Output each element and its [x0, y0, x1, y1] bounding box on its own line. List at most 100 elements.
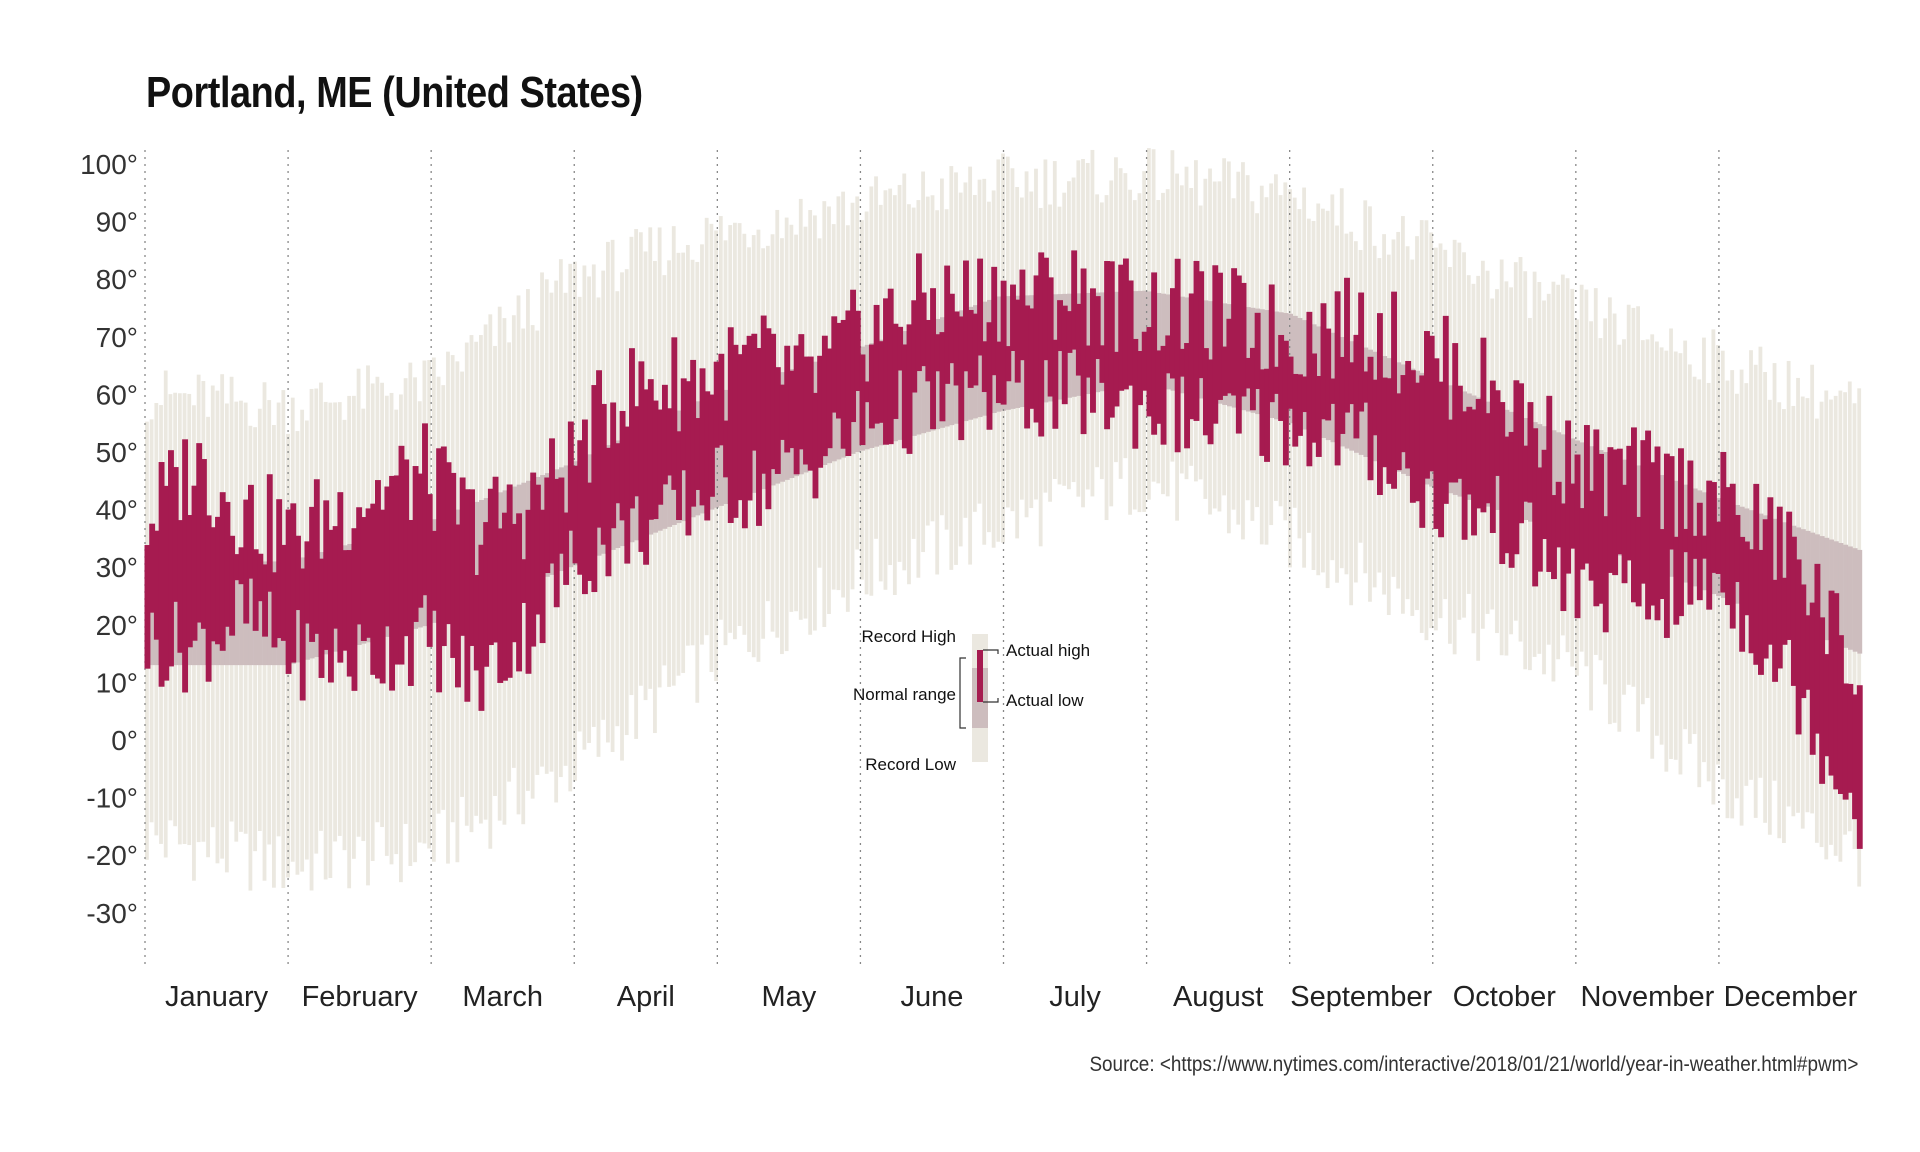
actual-temperature-bar	[671, 337, 678, 490]
normal-range-bar	[1805, 530, 1811, 633]
actual-temperature-bar	[1052, 339, 1059, 429]
actual-temperature-bar	[1734, 514, 1741, 583]
actual-temperature-bar	[605, 447, 612, 577]
actual-temperature-bar	[271, 572, 278, 648]
actual-temperature-bar	[1527, 402, 1534, 503]
month-label: August	[1173, 981, 1263, 1013]
actual-temperature-bar	[257, 553, 264, 602]
legend-record-low-label: Record Low	[865, 755, 956, 774]
actual-temperature-bar	[1061, 305, 1068, 405]
actual-temperature-bar	[1376, 313, 1383, 495]
actual-temperature-bar	[1649, 462, 1656, 606]
actual-temperature-bar	[911, 300, 918, 393]
actual-temperature-bar	[530, 472, 537, 647]
actual-temperature-bar	[1301, 376, 1308, 413]
actual-temperature-bar	[652, 400, 659, 520]
actual-temperature-bar	[252, 549, 259, 631]
actual-temperature-bar	[200, 459, 207, 629]
actual-temperature-bar	[1424, 331, 1430, 479]
actual-temperature-bar	[944, 265, 951, 384]
actual-temperature-bar	[1833, 593, 1840, 790]
actual-temperature-bar	[1701, 535, 1708, 559]
y-tick-label: 70°	[96, 322, 138, 353]
normal-range-bar	[234, 561, 240, 666]
actual-temperature-bar	[1367, 356, 1374, 481]
actual-temperature-bar	[492, 476, 499, 643]
actual-temperature-bar	[1673, 536, 1680, 625]
actual-temperature-bar	[1047, 277, 1054, 397]
actual-temperature-bar	[502, 512, 508, 681]
y-tick-label: 90°	[96, 207, 138, 238]
actual-temperature-bar	[657, 409, 664, 505]
actual-temperature-bar	[1772, 579, 1779, 682]
actual-temperature-bar	[1847, 683, 1854, 793]
actual-temperature-bar	[591, 385, 598, 593]
normal-range-bar	[1782, 522, 1787, 623]
source-note: Source: <https://www.nytimes.com/interac…	[1089, 1053, 1858, 1076]
actual-temperature-bar	[1612, 449, 1619, 576]
actual-temperature-bar	[224, 501, 231, 627]
actual-temperature-bar	[666, 408, 673, 476]
actual-temperature-bar	[854, 310, 861, 391]
actual-temperature-bar	[1405, 360, 1412, 469]
normal-range-bar	[949, 313, 955, 426]
actual-temperature-bar	[473, 575, 480, 671]
actual-temperature-bar	[144, 545, 151, 669]
actual-temperature-bar	[1132, 338, 1139, 449]
actual-temperature-bar	[191, 485, 198, 641]
actual-temperature-bar	[1108, 261, 1115, 418]
actual-temperature-bar	[633, 406, 640, 497]
legend-low-tick	[983, 698, 999, 703]
actual-temperature-bar	[967, 309, 974, 388]
actual-temperature-bar	[1461, 411, 1468, 540]
actual-temperature-bar	[1706, 480, 1713, 610]
month-label: October	[1453, 981, 1556, 1013]
actual-temperature-bar	[1494, 390, 1501, 476]
actual-temperature-bar	[412, 466, 419, 622]
actual-temperature-bar	[958, 316, 965, 441]
normal-range-bar	[1099, 292, 1105, 392]
month-label: September	[1290, 981, 1432, 1013]
actual-temperature-bar	[1104, 260, 1111, 430]
normal-range-bar	[921, 324, 927, 434]
actual-temperature-bar	[172, 467, 179, 602]
actual-temperature-bar	[1249, 347, 1256, 411]
actual-temperature-bar	[600, 403, 607, 545]
actual-temperature-bar	[1532, 428, 1539, 587]
actual-temperature-bar	[1240, 282, 1247, 397]
actual-temperature-bar	[1207, 359, 1214, 445]
month-label: January	[165, 981, 269, 1013]
actual-temperature-bar	[1551, 495, 1557, 580]
actual-temperature-bar	[389, 475, 396, 691]
actual-temperature-bar	[1386, 378, 1393, 484]
actual-temperature-bar	[210, 527, 217, 642]
actual-temperature-bar	[1042, 257, 1049, 361]
actual-temperature-bar	[360, 517, 367, 641]
actual-temperature-bar	[1499, 402, 1506, 565]
y-tick-label: 0°	[111, 725, 138, 756]
actual-temperature-bar	[629, 348, 635, 509]
normal-range-bar	[1819, 536, 1825, 639]
actual-temperature-bar	[351, 528, 358, 691]
actual-temperature-bar	[332, 526, 339, 629]
actual-temperature-bar	[774, 367, 781, 474]
normal-range-bar	[1114, 291, 1119, 389]
month-label: December	[1724, 981, 1858, 1013]
actual-temperature-bar	[1090, 288, 1096, 413]
actual-temperature-bar	[817, 355, 824, 468]
actual-temperature-bar	[1503, 436, 1510, 554]
actual-temperature-bar	[1127, 280, 1134, 386]
actual-temperature-bar	[520, 559, 527, 603]
actual-temperature-bar	[1555, 481, 1562, 548]
actual-temperature-bar	[407, 519, 414, 686]
actual-temperature-bar	[1028, 308, 1035, 409]
actual-temperature-bar	[539, 509, 546, 644]
actual-temperature-bar	[704, 391, 711, 521]
actual-temperature-bar	[163, 485, 170, 681]
actual-temperature-bar	[638, 361, 645, 552]
actual-temperature-bar	[1522, 445, 1529, 502]
normal-range-bar	[521, 482, 527, 587]
actual-temperature-bar	[1546, 395, 1553, 572]
actual-temperature-bar	[1654, 446, 1661, 621]
